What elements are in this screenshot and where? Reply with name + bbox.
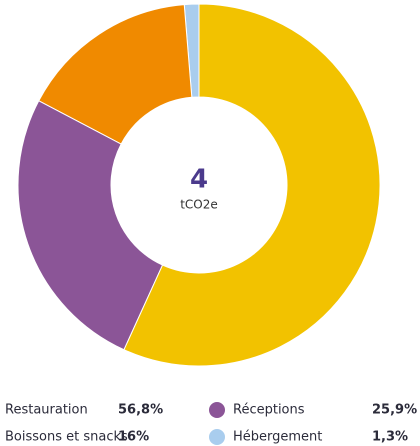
slice	[38, 4, 193, 145]
legend-label: Réceptions	[233, 403, 305, 418]
legend-swatch	[209, 429, 225, 445]
legend-value: 25,9%	[372, 403, 417, 418]
legend-label: Boissons et snacks	[5, 430, 128, 445]
legend-value: 56,8%	[118, 403, 163, 418]
total-unit: tCO2e	[180, 198, 218, 212]
legend-value: 16%	[118, 430, 149, 445]
legend-label: Hébergement	[233, 430, 322, 445]
slice	[17, 100, 164, 351]
legend-value: 1,3%	[372, 430, 408, 445]
legend-swatch	[209, 402, 225, 418]
legend-label: Restauration	[5, 403, 88, 418]
total-value: 4	[190, 165, 208, 195]
slice	[123, 3, 381, 367]
